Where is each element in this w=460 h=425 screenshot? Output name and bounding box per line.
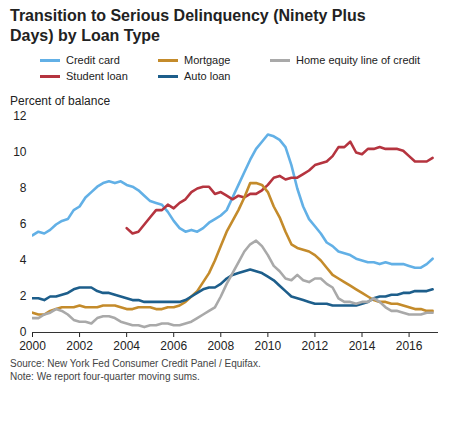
svg-text:12: 12 (13, 109, 27, 123)
svg-text:4: 4 (20, 253, 27, 267)
svg-text:2006: 2006 (160, 339, 187, 353)
svg-text:2002: 2002 (66, 339, 93, 353)
svg-text:2008: 2008 (207, 339, 234, 353)
svg-text:2016: 2016 (396, 339, 423, 353)
html-text:Auto loan: Auto loan (184, 70, 231, 82)
svg-text:2004: 2004 (113, 339, 140, 353)
svg-text:2: 2 (20, 289, 27, 303)
svg-text:2000: 2000 (19, 339, 46, 353)
svg-text:2014: 2014 (349, 339, 376, 353)
html-text:Transition to Serious Delinque: Transition to Serious Delinquency (Ninet… (10, 7, 366, 44)
html-text:Credit card: Credit card (66, 54, 120, 66)
html-text:Note: We report four-quarter m: Note: We report four-quarter moving sums… (10, 371, 200, 382)
svg-text:0: 0 (20, 325, 27, 339)
html-text:Home equity line of credit: Home equity line of credit (296, 54, 421, 66)
svg-text:2012: 2012 (302, 339, 329, 353)
svg-text:6: 6 (20, 217, 27, 231)
html-text:Student loan: Student loan (66, 70, 128, 82)
svg-text:2010: 2010 (255, 339, 282, 353)
html-text:Percent of balance: Percent of balance (10, 94, 111, 108)
svg-text:10: 10 (13, 145, 27, 159)
html-text:Source: New York Fed Consumer: Source: New York Fed Consumer Credit Pan… (10, 358, 261, 369)
svg-text:8: 8 (20, 181, 27, 195)
html-text:Mortgage: Mortgage (184, 54, 231, 66)
